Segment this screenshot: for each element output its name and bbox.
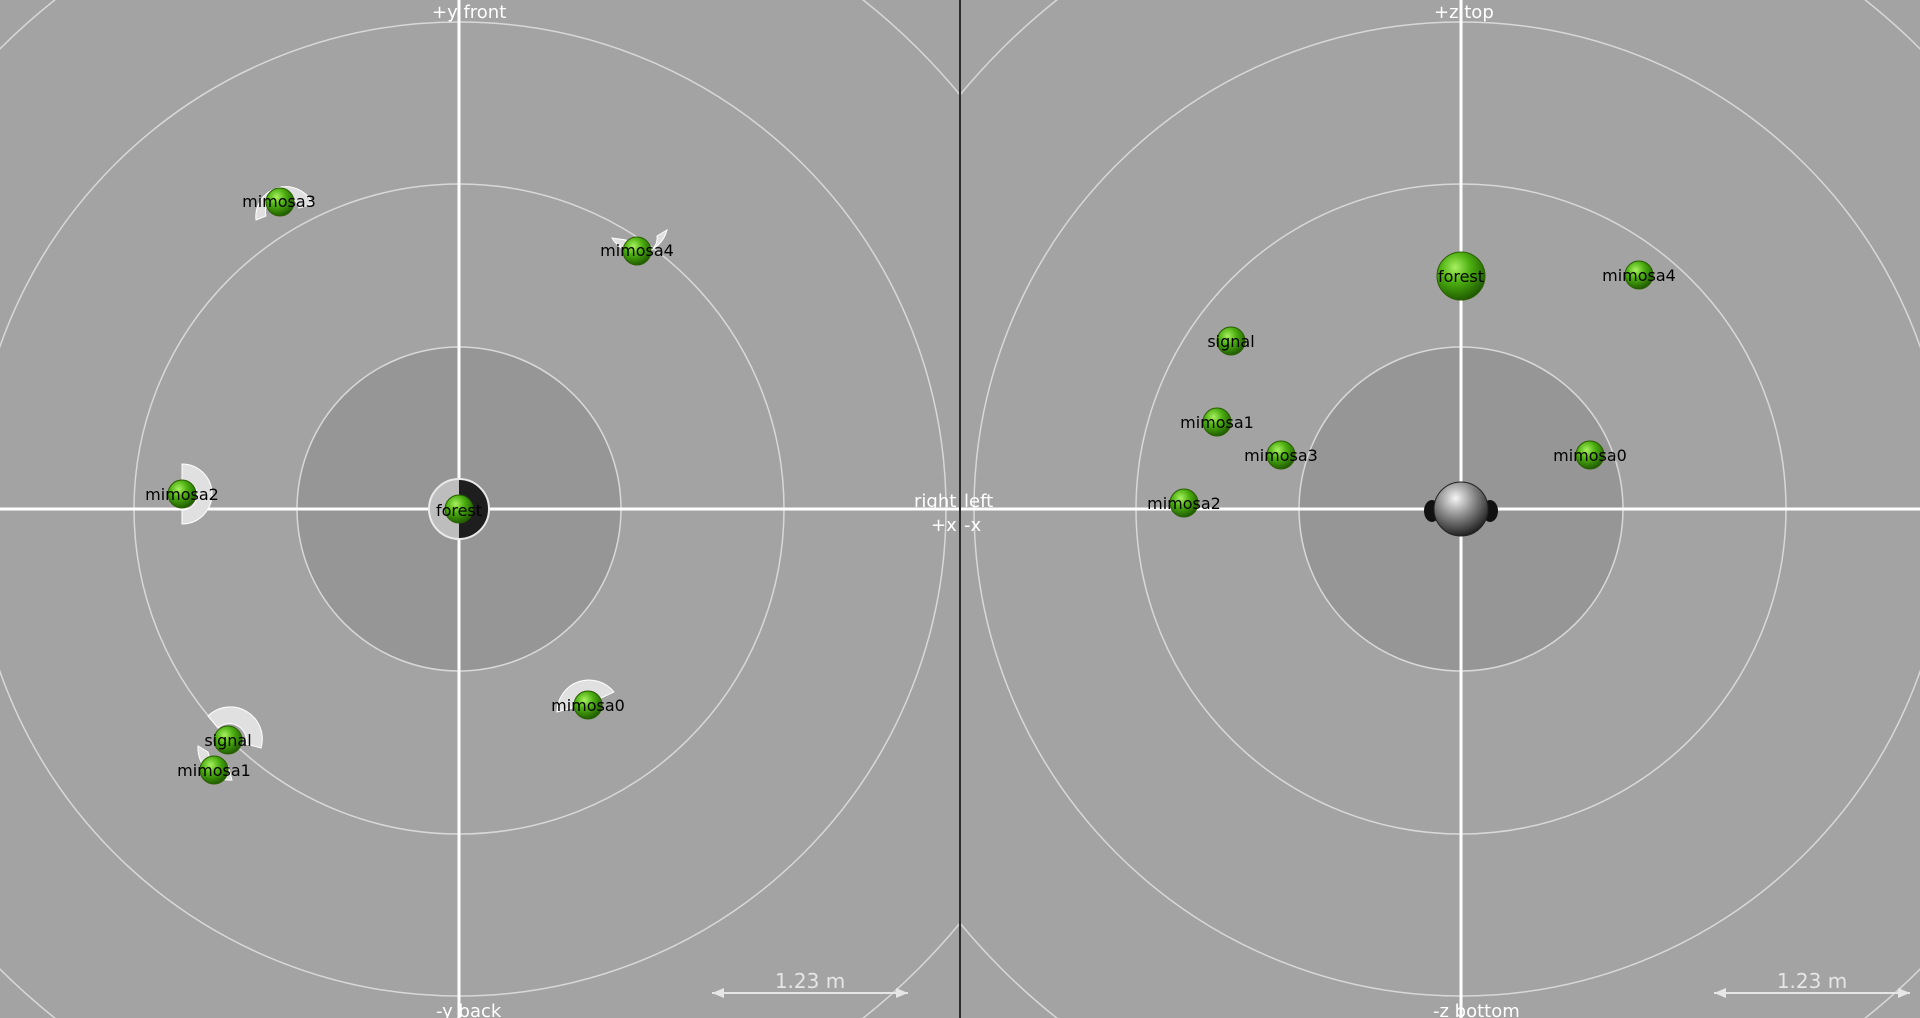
axis-label-left: left — [964, 491, 993, 512]
source-mimosa2[interactable]: mimosa2 — [145, 464, 219, 524]
axis-label-left-sign: -x — [964, 515, 981, 536]
source-label: mimosa4 — [1602, 266, 1676, 285]
scale-bar: 1.23 m — [712, 969, 908, 998]
axis-label-top: +z top — [1434, 2, 1494, 23]
source-label: forest — [436, 501, 482, 520]
source-mimosa2[interactable]: mimosa2 — [1147, 489, 1221, 517]
source-label: mimosa2 — [145, 485, 219, 504]
top-view-panel[interactable]: +y front -y back right +x mimosa3 mimosa… — [0, 0, 959, 1018]
source-signal[interactable]: signal — [1207, 327, 1254, 355]
scale-bar: 1.23 m — [1714, 969, 1910, 998]
source-mimosa0[interactable]: mimosa0 — [551, 680, 625, 719]
source-mimosa4[interactable]: mimosa4 — [1602, 261, 1676, 289]
source-label: mimosa2 — [1147, 494, 1221, 513]
source-mimosa1[interactable]: mimosa1 — [1180, 408, 1254, 436]
source-label: signal — [1207, 332, 1254, 351]
source-mimosa4[interactable]: mimosa4 — [600, 230, 674, 265]
axis-label-back: -y back — [436, 1001, 502, 1018]
source-mimosa1[interactable]: mimosa1 — [177, 756, 251, 784]
scale-label: 1.23 m — [1777, 969, 1847, 993]
axis-label-bottom: -z bottom — [1433, 1001, 1520, 1018]
axis-label-front: +y front — [432, 2, 506, 23]
source-label: mimosa0 — [1553, 446, 1627, 465]
front-view-panel[interactable]: +z top -z bottom left -x forest mimosa4 — [961, 0, 1920, 1018]
source-label: signal — [204, 731, 251, 750]
source-label: mimosa4 — [600, 241, 674, 260]
source-mimosa0[interactable]: mimosa0 — [1553, 441, 1627, 469]
scale-label: 1.23 m — [775, 969, 845, 993]
source-label: forest — [1438, 267, 1484, 286]
source-mimosa3[interactable]: mimosa3 — [1244, 441, 1318, 469]
source-label: mimosa0 — [551, 696, 625, 715]
axis-label-right: right — [914, 491, 956, 512]
source-label: mimosa3 — [1244, 446, 1318, 465]
source-mimosa3[interactable]: mimosa3 — [242, 187, 316, 220]
source-forest[interactable]: forest — [1437, 252, 1485, 300]
axis-label-right-sign: +x — [931, 515, 957, 536]
source-label: mimosa1 — [1180, 413, 1254, 432]
source-label: mimosa3 — [242, 192, 316, 211]
source-label: mimosa1 — [177, 761, 251, 780]
